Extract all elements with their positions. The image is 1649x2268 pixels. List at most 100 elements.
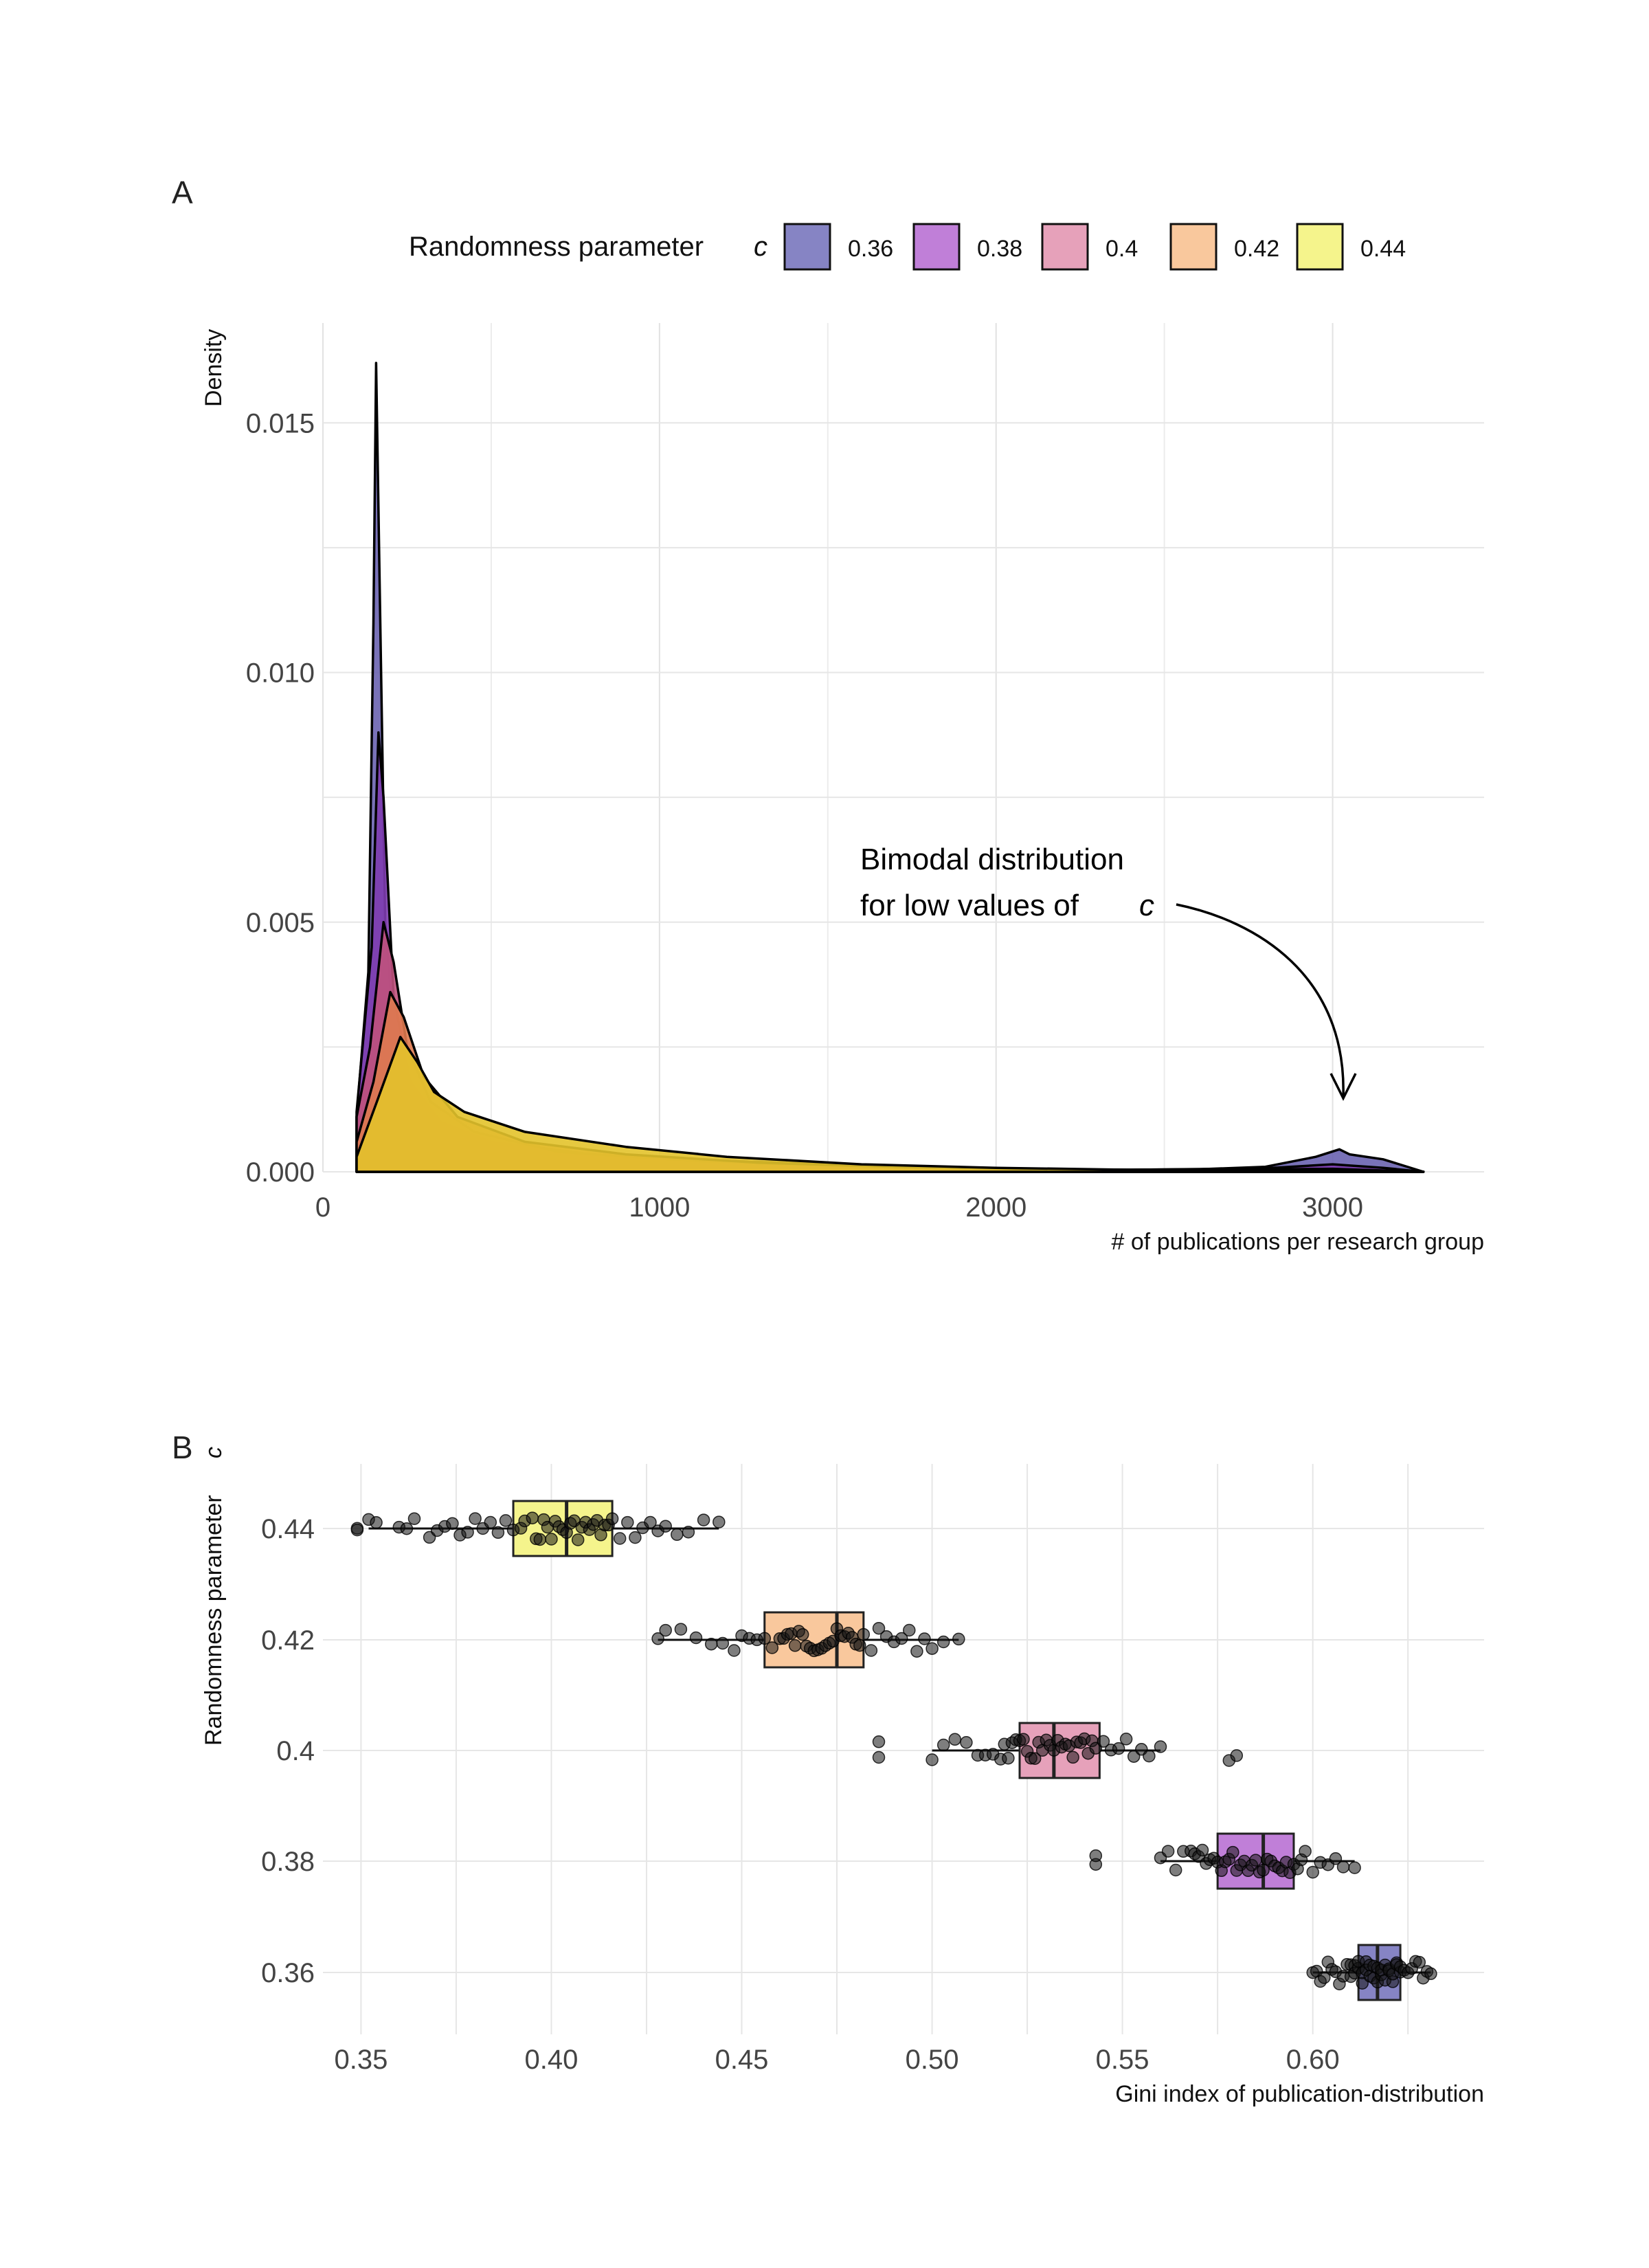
legend-swatch (1041, 223, 1089, 271)
jitter-point (960, 1736, 973, 1749)
jitter-point (1169, 1863, 1182, 1877)
jitter-point (936, 1635, 950, 1649)
jitter-point (1329, 1852, 1343, 1865)
panel-b-y-axis-label: Randomness parameter (201, 1495, 227, 1746)
jitter-point (918, 1632, 931, 1645)
jitter-point (697, 1513, 710, 1526)
jitter-point (446, 1517, 459, 1530)
jitter-point (872, 1750, 886, 1764)
panel-a-x-tick-label: 1000 (629, 1192, 690, 1223)
jitter-point (853, 1638, 866, 1652)
jitter-point (689, 1631, 703, 1645)
panel-a-y-tick-label: 0.005 (246, 908, 315, 938)
panel-a-series (355, 362, 1425, 1173)
jitter-point (864, 1644, 878, 1657)
legend-label: 0.38 (977, 236, 1022, 262)
jitter-point (1306, 1865, 1319, 1879)
jitter-point (796, 1627, 809, 1641)
jitter-point (910, 1645, 923, 1658)
jitter-point (605, 1512, 619, 1525)
annotation-line2: for low values of (860, 889, 1079, 922)
jitter-point (758, 1632, 772, 1645)
panel-a-ticks: 0 1000 2000 3000 0.000 0.005 0.010 0.015 (246, 408, 1363, 1223)
jitter-point (659, 1520, 672, 1533)
jitter-point (1318, 1971, 1331, 1984)
jitter-point (1112, 1742, 1125, 1755)
panel-a-y-tick-label: 0.000 (246, 1157, 315, 1188)
jitter-point (952, 1632, 965, 1646)
panel-b: 0.35 0.40 0.45 0.50 0.55 0.60 0.44 0.42 0.4 0.38 0… (201, 1447, 1484, 2107)
jitter-point (1066, 1750, 1079, 1764)
panel-b-y-tick-label: 0.42 (261, 1625, 315, 1656)
jitter-point (1161, 1845, 1175, 1858)
panel-b-y-tick-label: 0.38 (261, 1847, 315, 1877)
panel-a-y-axis-label: Density (201, 329, 227, 407)
panel-b-y-tick-label: 0.4 (276, 1736, 315, 1766)
legend-label: 0.44 (1360, 236, 1406, 262)
jitter-point (461, 1526, 474, 1539)
jitter-point (629, 1531, 642, 1544)
jitter-point (671, 1528, 684, 1542)
panel-b-x-tick-label: 0.60 (1286, 2045, 1340, 2075)
jitter-point (1097, 1735, 1110, 1748)
jitter-point (704, 1637, 718, 1651)
jitter-point (857, 1627, 871, 1641)
jitter-point (1230, 1749, 1244, 1762)
legend-swatch (912, 223, 961, 271)
jitter-point (526, 1511, 539, 1524)
panel-a-x-axis-label: # of publications per research group (1112, 1229, 1484, 1255)
jitter-point (400, 1522, 414, 1535)
panel-b-y-tick-label: 0.44 (261, 1514, 315, 1544)
jitter-point (659, 1623, 672, 1637)
density-area-0.36 (355, 362, 1425, 1173)
legend-title-symbol: c (754, 232, 767, 262)
jitter-point (788, 1639, 802, 1652)
legend: Randomness parameter c 0.36 0.38 0.4 0.42 0.… (409, 223, 1406, 271)
jitter-point (682, 1525, 695, 1539)
jitter-point (1226, 1845, 1239, 1859)
panel-b-y-axis-label-group: Randomness parameter c (201, 1447, 227, 1746)
legend-swatch (1296, 223, 1344, 271)
panel-a-grid (322, 323, 1484, 1172)
jitter-point (674, 1623, 688, 1636)
jitter-point (948, 1733, 962, 1746)
jitter-point (1249, 1854, 1262, 1867)
jitter-point (1154, 1740, 1167, 1753)
jitter-point (1017, 1733, 1030, 1746)
jitter-point (1119, 1733, 1133, 1746)
jitter-point (533, 1533, 547, 1546)
jitter-point (1348, 1861, 1361, 1874)
panel-b-x-tick-label: 0.40 (525, 2045, 579, 2075)
panel-a-x-tick-label: 3000 (1302, 1192, 1363, 1223)
legend-label: 0.42 (1234, 236, 1279, 262)
legend-items: 0.36 0.38 0.4 0.42 0.44 (783, 223, 1406, 271)
annotation-symbol: c (1139, 889, 1154, 922)
jitter-point (1002, 1751, 1015, 1765)
legend-swatch (1169, 223, 1218, 271)
jitter-point (1089, 1849, 1103, 1863)
panel-a-label: A (172, 175, 193, 210)
annotation: Bimodal distribution for low values of c (860, 843, 1357, 1101)
panel-a-x-tick-label: 0 (315, 1192, 330, 1223)
jitter-point (903, 1623, 916, 1637)
jitter-point (872, 1735, 886, 1748)
jitter-point (651, 1632, 664, 1645)
jitter-point (644, 1515, 657, 1529)
jitter-point (1299, 1845, 1312, 1858)
panel-b-x-tick-label: 0.50 (906, 2045, 959, 2075)
jitter-point (1336, 1860, 1350, 1874)
panel-b-ticks: 0.35 0.40 0.45 0.50 0.55 0.60 0.44 0.42 0.4 0.38 0… (261, 1514, 1339, 2075)
annotation-arrow (1176, 903, 1345, 1097)
jitter-point (469, 1512, 482, 1525)
jitter-point (872, 1621, 886, 1635)
annotation-arrow-head (1330, 1073, 1357, 1101)
jitter-point (716, 1636, 730, 1650)
panel-a-x-tick-label: 2000 (965, 1192, 1027, 1223)
panel-b-y-axis-symbol: c (201, 1447, 227, 1458)
jitter-point (1424, 1967, 1437, 1981)
jitter-point (1196, 1843, 1209, 1857)
jitter-point (926, 1753, 939, 1766)
jitter-point (545, 1533, 558, 1546)
jitter-point (621, 1515, 634, 1529)
jitter-point (370, 1516, 383, 1529)
